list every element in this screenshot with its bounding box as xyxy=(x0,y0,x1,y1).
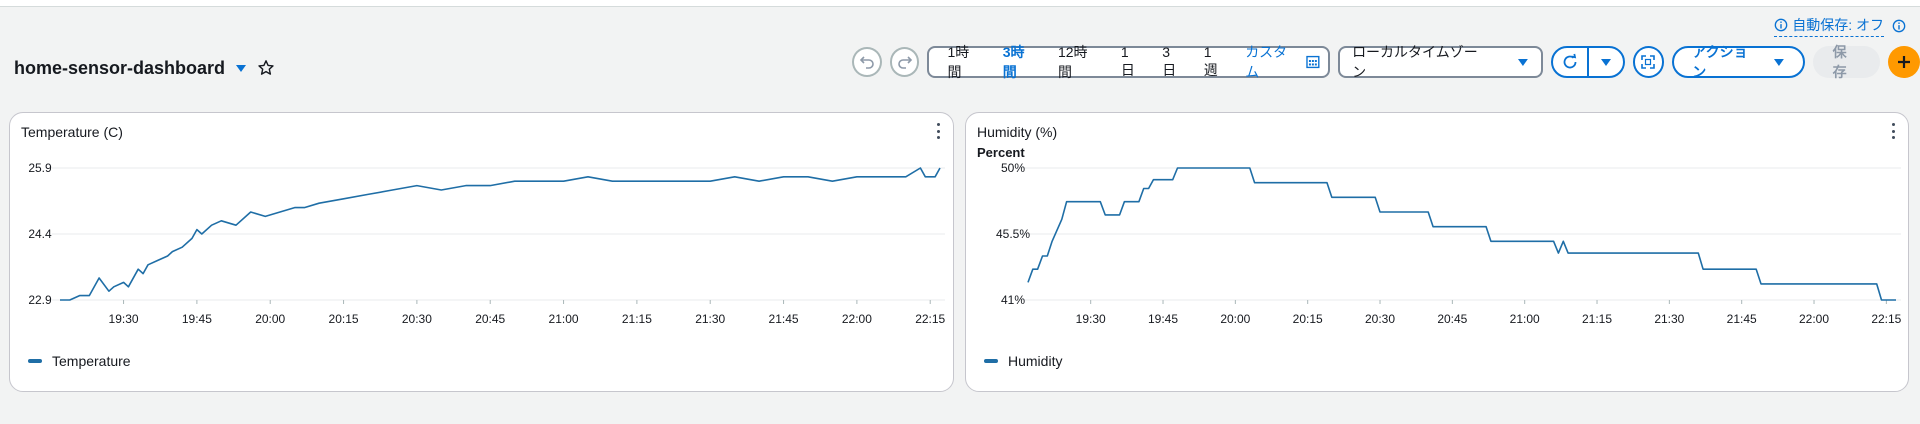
range-3h[interactable]: 3時間 xyxy=(1002,44,1025,80)
undo-icon xyxy=(859,56,874,69)
x-tick-label: 21:00 xyxy=(549,312,579,326)
range-12h[interactable]: 12時間 xyxy=(1057,44,1088,80)
series-line-humidity[interactable] xyxy=(1027,167,1896,301)
caret-down-icon xyxy=(1518,59,1529,66)
x-tick-label: 20:15 xyxy=(329,312,359,326)
widget-title: Humidity (%) xyxy=(977,124,1058,140)
add-widget-button[interactable] xyxy=(1888,46,1920,78)
legend-swatch xyxy=(984,359,998,363)
y-tick-label: 24.4 xyxy=(28,227,52,241)
autosave-toggle[interactable]: 自動保存: オフ xyxy=(1774,15,1884,37)
x-tick-label: 21:00 xyxy=(1510,312,1540,326)
redo-icon xyxy=(897,56,912,69)
refresh-button-group xyxy=(1551,46,1625,78)
timezone-value: ローカルタイムゾーン xyxy=(1352,44,1478,80)
undo-button[interactable] xyxy=(852,47,882,77)
x-tick-label: 19:30 xyxy=(109,312,139,326)
star-icon[interactable] xyxy=(257,59,275,77)
x-tick-label: 20:30 xyxy=(1365,312,1395,326)
y-tick-label: 50% xyxy=(1001,161,1025,175)
chart-legend[interactable]: Temperature xyxy=(28,353,131,369)
x-tick-label: 19:45 xyxy=(182,312,212,326)
dashboard-title: home-sensor-dashboard xyxy=(14,57,226,78)
x-tick-label: 22:00 xyxy=(842,312,872,326)
y-tick-label: 25.9 xyxy=(28,161,52,175)
x-tick-label: 21:15 xyxy=(1582,312,1612,326)
humidity-widget: Humidity (%) Percent 41% 45.5% 50% 19:30 19:… xyxy=(965,112,1909,392)
x-tick-label: 21:30 xyxy=(1654,312,1684,326)
top-border xyxy=(0,0,1920,7)
x-tick-label: 20:00 xyxy=(1220,312,1250,326)
fullscreen-icon xyxy=(1641,55,1656,69)
range-custom[interactable]: カスタム xyxy=(1245,44,1288,80)
humidity-chart: 41% 45.5% 50% 19:30 19:45 20:00 20:15 20:30 20:4… xyxy=(996,161,1902,326)
autosave-area: 自動保存: オフ xyxy=(1774,15,1906,37)
x-tick-label: 22:15 xyxy=(1871,312,1901,326)
range-1w[interactable]: 1週 xyxy=(1203,44,1218,78)
refresh-options-button[interactable] xyxy=(1589,48,1623,76)
refresh-icon xyxy=(1563,53,1577,69)
y-tick-label: 41% xyxy=(1001,293,1025,307)
x-tick-label: 20:15 xyxy=(1293,312,1323,326)
range-3d[interactable]: 3日 xyxy=(1162,44,1177,78)
x-tick-label: 20:30 xyxy=(402,312,432,326)
widget-title: Temperature (C) xyxy=(21,124,123,140)
more-options-icon[interactable] xyxy=(1892,123,1896,139)
x-tick-label: 21:30 xyxy=(695,312,725,326)
redo-button[interactable] xyxy=(889,47,920,77)
x-tick-label: 20:45 xyxy=(475,312,505,326)
x-tick-label: 20:00 xyxy=(255,312,285,326)
refresh-button[interactable] xyxy=(1553,48,1587,76)
x-tick-label: 20:45 xyxy=(1437,312,1467,326)
caret-down-icon xyxy=(1600,59,1611,66)
info-icon[interactable] xyxy=(1892,19,1906,33)
x-tick-label: 21:45 xyxy=(1727,312,1757,326)
time-range-selector: 1時間 3時間 12時間 1日 3日 1週 カスタム xyxy=(927,44,1331,80)
range-1d[interactable]: 1日 xyxy=(1120,44,1135,78)
y-tick-label: 45.5% xyxy=(996,227,1030,241)
caret-down-icon xyxy=(1773,59,1784,66)
legend-label: Humidity xyxy=(1008,353,1063,369)
divider xyxy=(1586,48,1589,76)
timezone-select[interactable]: ローカルタイムゾーン xyxy=(1338,44,1544,80)
more-options-icon[interactable] xyxy=(937,123,941,139)
y-tick-label: 22.9 xyxy=(28,293,52,307)
x-tick-label: 22:00 xyxy=(1799,312,1829,326)
info-icon xyxy=(1774,18,1788,32)
dashboard-header: home-sensor-dashboard xyxy=(14,50,275,86)
autosave-label: 自動保存: オフ xyxy=(1792,17,1884,33)
fullscreen-button[interactable] xyxy=(1632,46,1665,78)
x-tick-label: 21:15 xyxy=(622,312,652,326)
actions-label: アクション xyxy=(1692,44,1748,80)
series-line-temperature[interactable] xyxy=(60,167,941,301)
y-axis-unit-label: Percent xyxy=(977,145,1025,160)
x-tick-label: 21:45 xyxy=(769,312,799,326)
save-button[interactable]: 保存 xyxy=(1812,44,1881,80)
actions-dropdown-button[interactable]: アクション xyxy=(1672,44,1805,80)
chart-legend[interactable]: Humidity xyxy=(984,353,1062,369)
legend-swatch xyxy=(28,359,42,363)
temperature-chart: 22.9 24.4 25.9 19:30 19:45 20:00 20:15 20:30 20:… xyxy=(28,161,945,326)
calendar-icon[interactable] xyxy=(1306,55,1320,69)
legend-label: Temperature xyxy=(52,353,131,369)
x-tick-label: 19:30 xyxy=(1076,312,1106,326)
x-tick-label: 19:45 xyxy=(1148,312,1178,326)
plus-icon xyxy=(1898,56,1911,68)
caret-down-icon[interactable] xyxy=(235,63,247,73)
dashboard-toolbar: 1時間 3時間 12時間 1日 3日 1週 カスタム ローカルタイムゾーン アク… xyxy=(852,44,1920,80)
temperature-widget: Temperature (C) 22.9 24.4 25.9 19:30 19:45 20… xyxy=(9,112,954,392)
x-tick-label: 22:15 xyxy=(915,312,945,326)
range-1h[interactable]: 1時間 xyxy=(947,44,970,80)
